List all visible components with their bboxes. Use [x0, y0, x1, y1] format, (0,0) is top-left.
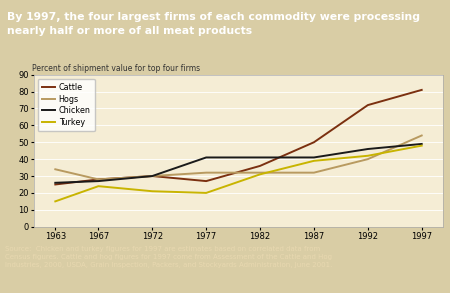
Text: Percent of shipment value for top four firms: Percent of shipment value for top four f…	[32, 64, 200, 73]
Legend: Cattle, Hogs, Chicken, Turkey: Cattle, Hogs, Chicken, Turkey	[38, 79, 94, 131]
Text: By 1997, the four largest firms of each commodity were processing
nearly half or: By 1997, the four largest firms of each …	[7, 12, 420, 36]
Text: Source:  Chicken and turkey figures for 1997 are estimates based on correlated d: Source: Chicken and turkey figures for 1…	[5, 246, 333, 268]
